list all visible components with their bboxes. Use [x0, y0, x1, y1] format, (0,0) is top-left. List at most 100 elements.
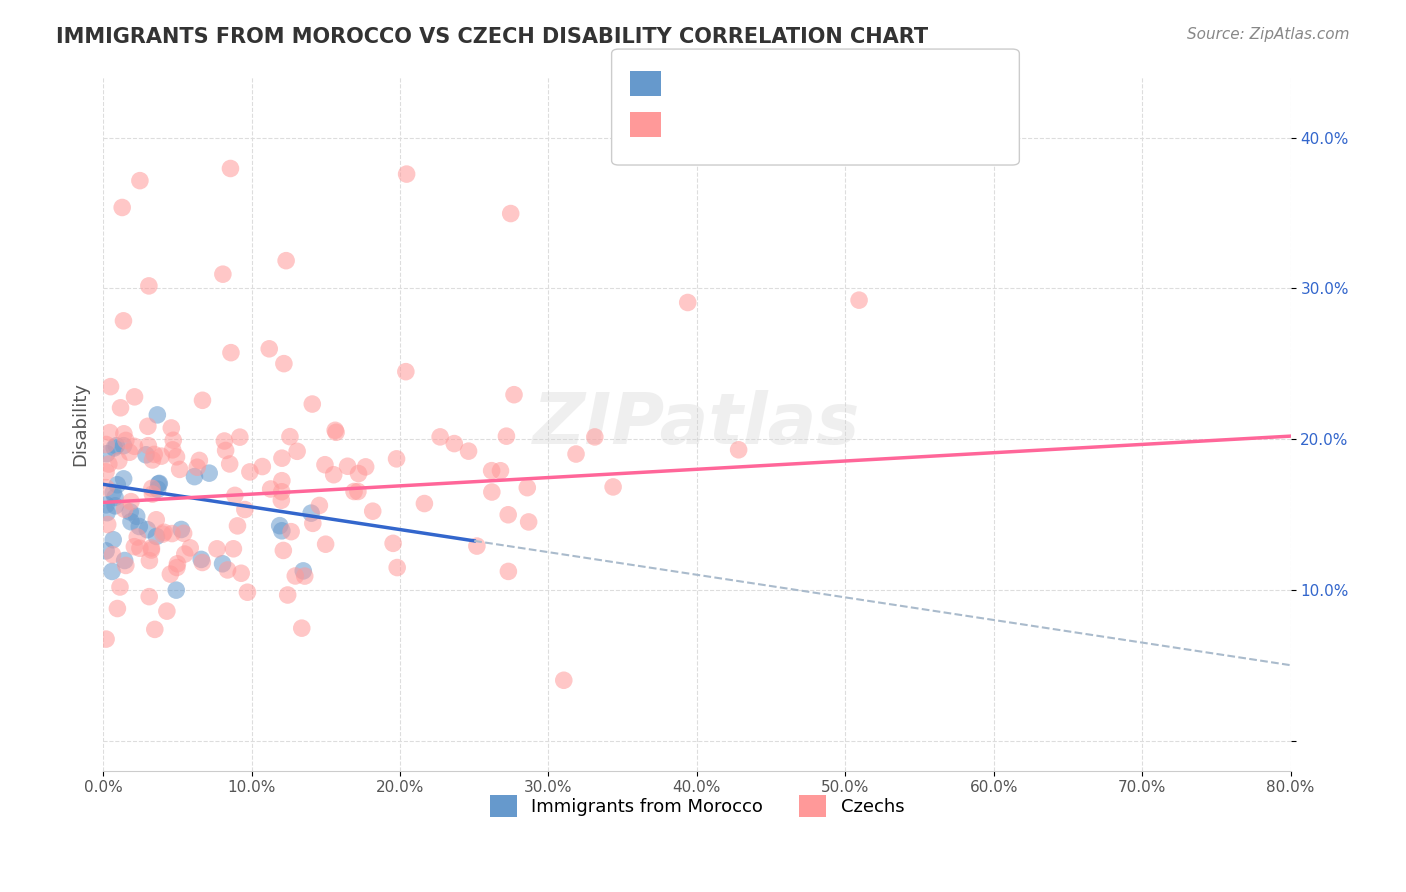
Immigrants from Morocco — [128, 519, 150, 533]
Czechs — [97, 517, 120, 532]
Czechs — [97, 457, 120, 471]
Czechs — [285, 444, 308, 458]
Czechs — [153, 525, 176, 540]
Czechs — [278, 430, 301, 444]
Czechs — [166, 560, 188, 574]
Czechs — [565, 447, 588, 461]
Czechs — [294, 569, 316, 583]
Czechs — [323, 423, 346, 437]
Czechs — [226, 519, 249, 533]
Czechs — [138, 279, 160, 293]
Immigrants from Morocco — [120, 505, 142, 519]
Czechs — [143, 447, 166, 461]
Czechs — [602, 480, 624, 494]
Czechs — [114, 558, 136, 573]
Czechs — [322, 467, 344, 482]
Czechs — [166, 450, 188, 464]
Czechs — [112, 314, 135, 328]
Immigrants from Morocco — [145, 529, 167, 543]
Czechs — [110, 401, 132, 415]
Immigrants from Morocco — [112, 472, 135, 486]
Czechs — [481, 485, 503, 500]
Czechs — [162, 434, 184, 448]
Czechs — [136, 419, 159, 434]
Czechs — [141, 453, 163, 467]
Czechs — [465, 539, 488, 553]
Czechs — [347, 484, 370, 499]
Immigrants from Morocco — [165, 583, 187, 598]
Czechs — [129, 174, 152, 188]
Immigrants from Morocco — [125, 509, 148, 524]
Text: R = -0.160   N =  36: R = -0.160 N = 36 — [640, 76, 823, 94]
Czechs — [124, 439, 146, 453]
Czechs — [727, 442, 749, 457]
Czechs — [413, 497, 436, 511]
Immigrants from Morocco — [94, 498, 117, 512]
Czechs — [481, 464, 503, 478]
Czechs — [219, 345, 242, 359]
Czechs — [219, 161, 242, 176]
Immigrants from Morocco — [96, 447, 118, 461]
Czechs — [270, 474, 292, 488]
Czechs — [236, 585, 259, 599]
Czechs — [217, 563, 239, 577]
Czechs — [553, 673, 575, 688]
Text: -0.160: -0.160 — [696, 76, 754, 94]
Czechs — [141, 487, 163, 501]
Czechs — [145, 513, 167, 527]
Czechs — [274, 253, 297, 268]
Czechs — [259, 482, 281, 496]
Czechs — [191, 556, 214, 570]
Czechs — [503, 387, 526, 401]
Czechs — [429, 430, 451, 444]
Immigrants from Morocco — [101, 565, 124, 579]
Czechs — [162, 442, 184, 457]
Czechs — [443, 436, 465, 450]
Czechs — [343, 484, 366, 499]
Czechs — [105, 601, 128, 615]
Czechs — [385, 560, 408, 574]
Immigrants from Morocco — [104, 491, 127, 505]
Immigrants from Morocco — [103, 533, 125, 547]
Czechs — [499, 206, 522, 220]
Immigrants from Morocco — [96, 506, 118, 520]
Czechs — [280, 524, 302, 539]
Legend: Immigrants from Morocco, Czechs: Immigrants from Morocco, Czechs — [482, 788, 911, 824]
Czechs — [94, 632, 117, 646]
Immigrants from Morocco — [103, 485, 125, 500]
Czechs — [583, 430, 606, 444]
Czechs — [205, 541, 228, 556]
Czechs — [112, 426, 135, 441]
Czechs — [229, 430, 252, 444]
Immigrants from Morocco — [94, 544, 117, 558]
Czechs — [354, 459, 377, 474]
Immigrants from Morocco — [112, 439, 135, 453]
Czechs — [107, 454, 129, 468]
Czechs — [101, 548, 124, 562]
Czechs — [222, 541, 245, 556]
Czechs — [173, 547, 195, 561]
Czechs — [94, 465, 117, 479]
Immigrants from Morocco — [211, 557, 233, 571]
Immigrants from Morocco — [270, 524, 292, 538]
Czechs — [143, 623, 166, 637]
Czechs — [141, 481, 163, 495]
Czechs — [108, 580, 131, 594]
Czechs — [179, 541, 201, 555]
Immigrants from Morocco — [292, 564, 315, 578]
Czechs — [141, 541, 163, 555]
Immigrants from Morocco — [120, 515, 142, 529]
Czechs — [270, 484, 292, 499]
Immigrants from Morocco — [136, 523, 159, 537]
Czechs — [496, 508, 519, 522]
Czechs — [257, 342, 280, 356]
Czechs — [138, 439, 160, 453]
Text: ZIPatlas: ZIPatlas — [533, 390, 860, 458]
Immigrants from Morocco — [148, 476, 170, 491]
Czechs — [214, 434, 236, 448]
Text: 134: 134 — [872, 116, 905, 134]
Czechs — [308, 499, 330, 513]
Immigrants from Morocco — [146, 408, 169, 422]
Czechs — [495, 429, 517, 443]
Immigrants from Morocco — [190, 552, 212, 566]
